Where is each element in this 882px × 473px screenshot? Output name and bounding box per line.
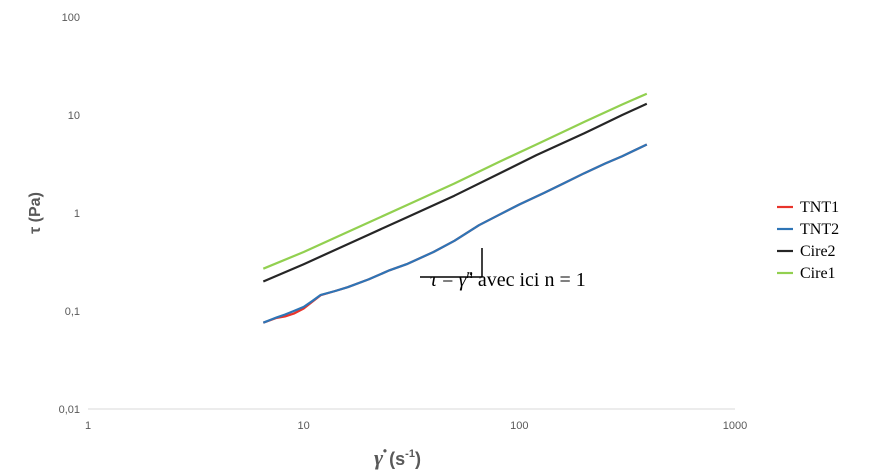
series-line-cire2 — [262, 102, 648, 283]
series-lines — [262, 92, 648, 324]
x-tick-labels: 1 10 100 1000 — [85, 420, 747, 432]
legend-label-tnt1: TNT1 — [800, 199, 839, 216]
annotation-tau: τ — [430, 269, 438, 291]
slope-triangle — [420, 248, 483, 278]
y-tick-label: 1 — [74, 208, 80, 220]
annotation-equals: = — [437, 269, 458, 291]
x-axis-title: γ̇ (s-1) — [374, 445, 421, 470]
x-axis-symbol: γ̇ — [374, 445, 387, 470]
annotation-exponent: n — [466, 266, 473, 281]
legend-label-tnt2: TNT2 — [800, 221, 839, 238]
legend-label-cire2: Cire2 — [800, 243, 836, 260]
y-axis-title: τ (Pa) — [27, 192, 44, 234]
x-tick-label: 1000 — [723, 420, 747, 432]
y-tick-labels: 0,01 0,1 1 10 100 — [59, 12, 80, 416]
y-tick-label: 100 — [62, 12, 80, 24]
x-axis-unit-exponent: -1 — [405, 448, 415, 460]
y-tick-label: 10 — [68, 110, 80, 122]
legend-label-cire1: Cire1 — [800, 265, 836, 282]
x-tick-label: 1 — [85, 420, 91, 432]
x-axis-unit: (s — [389, 449, 405, 469]
annotation-text: τ = γ̇n avec ici n = 1 — [430, 266, 586, 291]
legend: TNT1 TNT2 Cire2 Cire1 — [777, 199, 839, 282]
series-line-tnt2 — [262, 143, 648, 324]
y-tick-label: 0,01 — [59, 404, 80, 416]
x-tick-label: 10 — [298, 420, 310, 432]
series-line-cire1 — [262, 92, 648, 270]
x-axis-unit-close: ) — [415, 449, 421, 469]
x-tick-label: 100 — [510, 420, 528, 432]
annotation-rest: avec ici n = 1 — [473, 269, 586, 291]
y-tick-label: 0,1 — [65, 306, 80, 318]
